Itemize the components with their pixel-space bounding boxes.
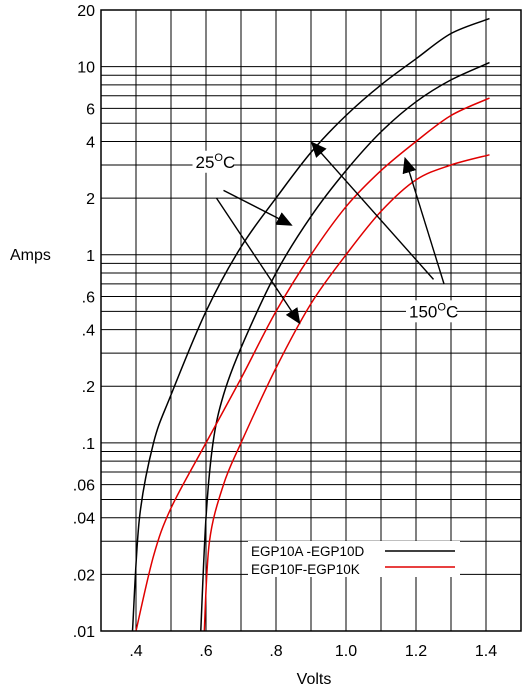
legend-box	[248, 541, 460, 577]
legend-label-black: EGP10A -EGP10D	[251, 544, 365, 559]
x-tick-label: 1.0	[335, 643, 357, 660]
legend: EGP10A -EGP10D EGP10F-EGP10K	[248, 541, 460, 577]
y-tick-label: 4	[86, 134, 95, 151]
x-tick-label: .4	[129, 643, 142, 660]
x-tick-label: 1.4	[475, 643, 497, 660]
y-tick-label: .04	[73, 511, 95, 528]
y-tick-label: 10	[77, 60, 95, 77]
annotations: 25OC 150OC	[192, 141, 458, 325]
annotation-arrow	[223, 189, 293, 226]
annotation-bg	[406, 300, 457, 323]
y-tick-label: 20	[77, 3, 95, 20]
curve-black-150c	[131, 17, 490, 632]
y-tick-label: .2	[82, 379, 95, 396]
y-tick-label: .6	[82, 289, 95, 306]
annotation-bg	[192, 150, 234, 173]
curves	[131, 17, 490, 632]
curve-red-150c	[135, 97, 490, 632]
annotation-label-25: 25OC	[196, 152, 236, 172]
x-axis-label: Volts	[297, 671, 332, 688]
annotation-label-150: 150OC	[409, 301, 458, 321]
plot-border	[100, 9, 522, 632]
y-tick-label: 1	[86, 248, 95, 265]
curve-red-25c	[203, 154, 490, 632]
y-axis-label: Amps	[10, 247, 51, 264]
x-tick-label: 1.2	[405, 643, 427, 660]
y-tick-label: .06	[73, 478, 95, 495]
annotation-arrow	[310, 141, 435, 280]
annotation-arrow	[215, 197, 301, 325]
tick-labels: 20 10 6 4 2 1 .6 .4 .2 .1 .06 .04 .02 .01 .4 .6 .8 1.0 1.2…	[73, 3, 497, 660]
y-tick-label: .01	[73, 624, 95, 641]
y-tick-label: 6	[86, 101, 95, 118]
plot-frame	[100, 9, 522, 632]
y-tick-label: .1	[82, 436, 95, 453]
annotation-arrow	[402, 156, 445, 285]
y-tick-label: .02	[73, 567, 95, 584]
curve-black-25c	[200, 61, 490, 632]
y-tick-label: 2	[86, 191, 95, 208]
y-tick-label: .4	[82, 323, 95, 340]
x-tick-label: .6	[199, 643, 212, 660]
legend-label-red: EGP10F-EGP10K	[251, 562, 360, 577]
x-tick-label: .8	[269, 643, 282, 660]
